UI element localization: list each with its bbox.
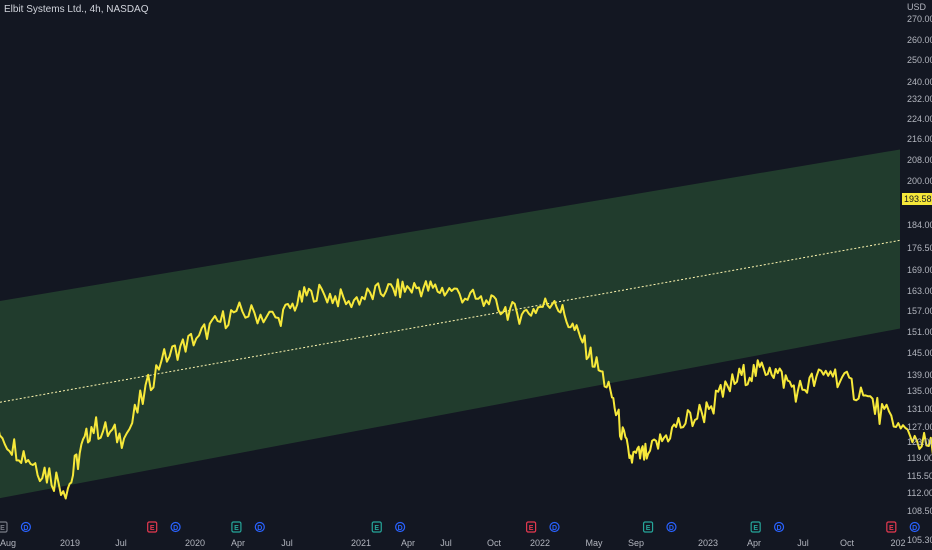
y-tick-label: 151.00 [907, 327, 932, 337]
current-price-label: 193.58 [904, 194, 932, 204]
y-tick-label: 127.00 [907, 422, 932, 432]
x-tick-label: 2019 [60, 538, 80, 548]
earnings-marker[interactable] [886, 521, 897, 533]
y-tick-label: 131.00 [907, 404, 932, 414]
y-tick-label: 216.00 [907, 134, 932, 144]
dividend-marker[interactable] [395, 521, 406, 533]
y-tick-label: 108.50 [907, 506, 932, 516]
y-tick-label: 270.00 [907, 14, 932, 24]
x-tick-label: 202 [890, 538, 905, 548]
y-tick-label: 184.00 [907, 220, 932, 230]
y-tick-label: 240.00 [907, 77, 932, 87]
dividend-marker[interactable] [666, 521, 677, 533]
x-tick-label: May [585, 538, 603, 548]
x-tick-label: 2022 [530, 538, 550, 548]
x-tick-label: Apr [747, 538, 761, 548]
event-marker-label: D [23, 525, 28, 532]
x-tick-label: Sep [628, 538, 644, 548]
y-tick-label: 115.50 [907, 471, 932, 481]
chart-title: Elbit Systems Ltd., 4h, NASDAQ [4, 4, 149, 15]
event-marker-label: E [753, 525, 758, 532]
event-marker-label: E [646, 525, 651, 532]
currency-label: USD [907, 2, 927, 12]
event-marker-label: E [150, 525, 155, 532]
y-tick-label: 200.00 [907, 176, 932, 186]
event-marker-label: E [234, 525, 239, 532]
event-marker-label: D [552, 525, 557, 532]
earnings-marker[interactable] [371, 521, 382, 533]
price-line-history [0, 278, 932, 500]
event-marker-label: D [777, 525, 782, 532]
y-tick-label: 157.00 [907, 306, 932, 316]
dividend-marker[interactable] [909, 521, 920, 533]
earnings-marker[interactable] [147, 521, 158, 533]
earnings-marker[interactable] [231, 521, 242, 533]
y-tick-label: 250.00 [907, 55, 932, 65]
y-tick-label: 169.00 [907, 265, 932, 275]
x-tick-label: 2020 [185, 538, 205, 548]
event-marker-label: D [173, 525, 178, 532]
y-tick-label: 112.00 [907, 488, 932, 498]
y-tick-label: 105.30 [907, 535, 932, 545]
y-tick-label: 208.00 [907, 155, 932, 165]
y-tick-label: 145.00 [907, 348, 932, 358]
x-tick-label: Aug [0, 538, 16, 548]
x-tick-label: Jul [281, 538, 293, 548]
x-tick-label: Oct [840, 538, 855, 548]
x-tick-label: 2021 [351, 538, 371, 548]
dividend-marker[interactable] [549, 521, 560, 533]
y-tick-label: 119.00 [907, 453, 932, 463]
channel-midline [0, 239, 901, 403]
dividend-marker[interactable] [773, 521, 785, 533]
y-tick-label: 139.00 [907, 370, 932, 380]
y-tick-label: 163.00 [907, 286, 932, 296]
y-tick-label: 123.00 [907, 437, 932, 447]
x-tick-label: Jul [797, 538, 809, 548]
earnings-marker[interactable] [642, 521, 654, 533]
earnings-marker[interactable] [750, 521, 761, 533]
x-tick-label: Jul [115, 538, 127, 548]
y-tick-label: 135.00 [907, 386, 932, 396]
y-tick-label: 176.50 [907, 243, 932, 253]
event-marker-label: D [669, 525, 674, 532]
dividend-marker[interactable] [170, 521, 181, 533]
dividend-marker[interactable] [254, 521, 265, 533]
event-marker-label: D [257, 525, 262, 532]
x-tick-label: 2023 [698, 538, 718, 548]
dividend-marker[interactable] [20, 521, 31, 533]
earnings-marker[interactable] [526, 521, 537, 533]
y-tick-label: 260.00 [907, 35, 932, 45]
event-marker-label: E [889, 525, 894, 532]
earnings-marker[interactable] [0, 521, 8, 533]
y-tick-label: 224.00 [907, 114, 932, 124]
regression-channel [0, 149, 900, 499]
event-marker-label: E [529, 525, 534, 532]
event-marker-label: D [398, 525, 403, 532]
event-marker-label: E [374, 525, 379, 532]
event-marker-label: E [0, 525, 5, 532]
x-tick-label: Apr [401, 538, 415, 548]
event-marker-label: D [912, 525, 917, 532]
x-tick-label: Apr [231, 538, 245, 548]
x-tick-label: Jul [440, 538, 452, 548]
y-tick-label: 232.00 [907, 94, 932, 104]
x-tick-label: Oct [487, 538, 502, 548]
price-badge [902, 193, 932, 205]
